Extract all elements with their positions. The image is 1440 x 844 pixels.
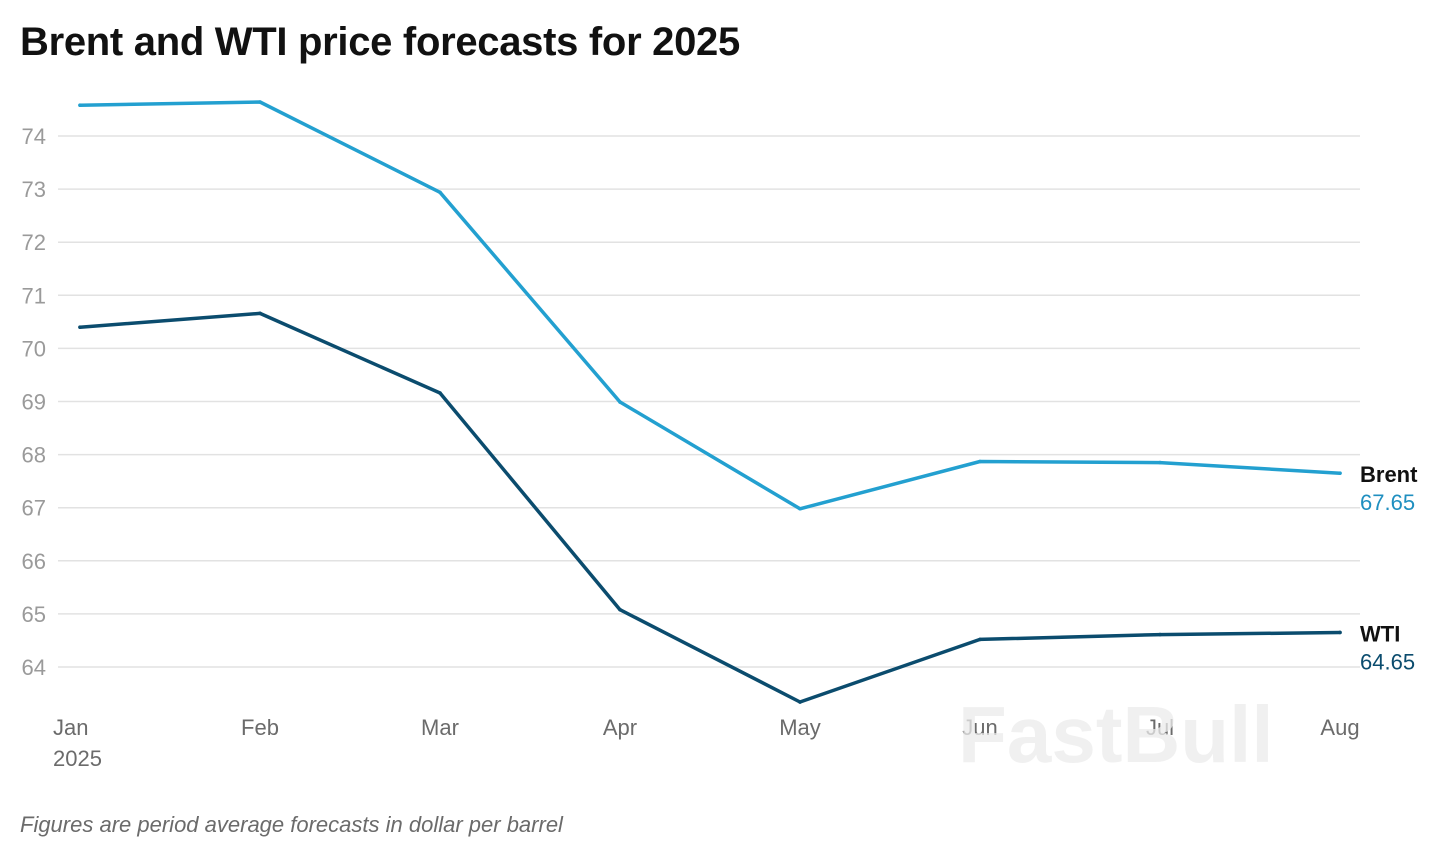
watermark-text: FastBull [958,690,1274,779]
x-tick-label: May [779,715,821,740]
data-point-brent [258,100,262,104]
data-point-brent [438,190,442,195]
y-tick-label: 74 [22,124,46,149]
data-point-brent [78,103,82,108]
y-tick-label: 66 [22,549,46,574]
series-label-brent: Brent [1360,462,1418,487]
data-point-brent [1158,460,1162,465]
series-line-wti [78,311,1342,704]
x-axis-ticks: Jan Feb Mar Apr May Jun Jul Aug 2025 [53,715,1360,771]
x-tick-label: Apr [603,715,637,740]
series-label-wti: WTI [1360,621,1400,646]
series-value-brent: 67.65 [1360,490,1415,515]
x-tick-label: Aug [1320,715,1359,740]
series-end-labels: Brent 67.65 WTI 64.65 [1360,462,1418,674]
x-tick-label: Feb [241,715,279,740]
footnote: Figures are period average forecasts in … [20,812,563,837]
y-tick-label: 69 [22,390,46,415]
x-tick-label: Jun [962,715,997,740]
y-tick-label: 65 [22,602,46,627]
data-point-wti [438,391,442,395]
series-value-wti: 64.65 [1360,649,1415,674]
grid-lines [58,135,1360,668]
data-point-wti [258,311,262,316]
data-point-brent [1338,471,1342,475]
data-point-wti [978,637,982,642]
data-point-brent [978,459,982,464]
chart-title: Brent and WTI price forecasts for 2025 [20,20,740,64]
data-point-wti [1158,632,1162,637]
y-axis-ticks: 64 65 66 67 68 69 70 71 72 73 74 [22,124,46,680]
data-point-brent [618,400,622,404]
y-tick-label: 67 [22,496,46,521]
x-tick-sublabel: 2025 [53,746,102,771]
y-tick-label: 68 [22,443,46,468]
y-tick-label: 73 [22,177,46,202]
x-tick-label: Jan [53,715,88,740]
data-point-wti [1338,630,1342,635]
data-point-wti [798,700,802,704]
data-point-brent [798,506,802,511]
y-tick-label: 70 [22,336,46,361]
series-lines [78,100,1342,704]
y-tick-label: 64 [22,655,46,680]
data-point-wti [618,607,622,612]
series-line-brent [78,100,1342,511]
x-tick-label: Mar [421,715,459,740]
y-tick-label: 72 [22,230,46,255]
x-tick-label: Jul [1146,715,1174,740]
y-tick-label: 71 [22,283,46,308]
data-point-wti [78,325,82,329]
